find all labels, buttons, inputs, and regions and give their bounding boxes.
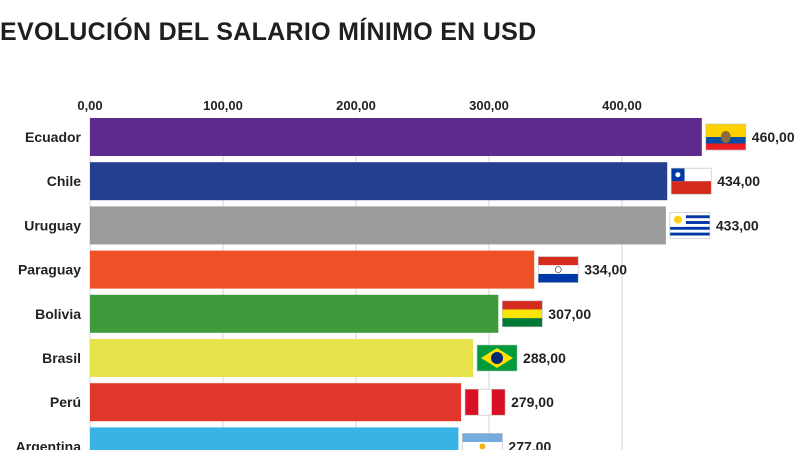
ecuador-flag-icon [705, 123, 747, 151]
chart-title: EVOLUCIÓN DEL SALARIO MÍNIMO EN USD [0, 18, 537, 46]
value-label: 434,00 [717, 173, 760, 189]
x-tick-label: 400,00 [602, 98, 642, 113]
category-label: Uruguay [24, 217, 81, 233]
category-label: Ecuador [25, 129, 82, 145]
peru-flag-icon [464, 388, 506, 416]
value-label: 277,00 [508, 438, 551, 450]
category-label: Perú [50, 394, 81, 410]
bar-chile [90, 162, 668, 201]
category-label: Argentina [16, 438, 82, 450]
bar-bolivia [90, 294, 499, 333]
paraguay-flag-icon [537, 256, 579, 283]
value-label: 334,00 [584, 262, 627, 278]
value-label: 279,00 [511, 394, 554, 410]
bar-paraguay [90, 250, 535, 289]
bar-ecuador [90, 118, 702, 156]
chile-flag-icon [670, 167, 712, 195]
x-tick-label: 0,00 [77, 98, 102, 113]
value-label: 460,00 [752, 129, 795, 145]
x-tick-label: 100,00 [203, 98, 243, 113]
category-label: Brasil [42, 350, 81, 366]
uruguay-flag-icon [669, 212, 711, 239]
value-label: 288,00 [523, 350, 566, 366]
bar-argentina [90, 427, 459, 450]
category-label: Chile [47, 173, 81, 189]
x-tick-label: 300,00 [469, 98, 509, 113]
value-label: 433,00 [716, 217, 759, 233]
bar-uruguay [90, 206, 666, 245]
category-label: Paraguay [18, 262, 81, 278]
category-label: Bolivia [35, 306, 81, 322]
brazil-flag-icon [476, 344, 518, 372]
argentina-flag-icon [462, 433, 503, 450]
bar-perú [90, 383, 462, 422]
value-label: 307,00 [548, 306, 591, 322]
bolivia-flag-icon [502, 300, 543, 328]
x-tick-label: 200,00 [336, 98, 376, 113]
bar-brasil [90, 339, 474, 377]
